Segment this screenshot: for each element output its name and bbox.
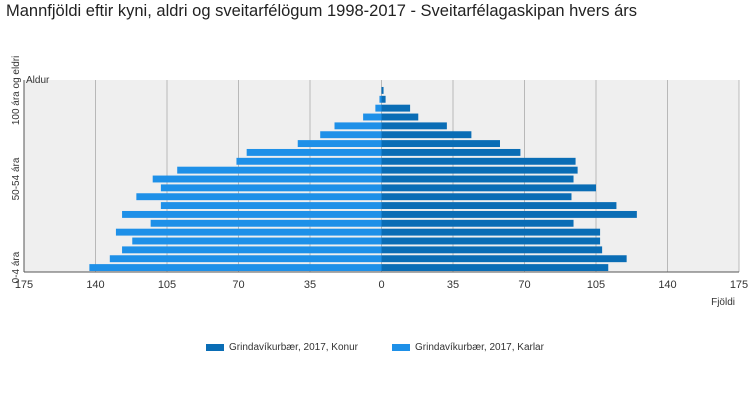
x-tick-label: 140 xyxy=(658,279,676,291)
legend-label-konur: Grindavíkurbær, 2017, Konur xyxy=(229,342,358,353)
bar-konur[interactable] xyxy=(381,166,578,174)
x-tick-label: 0 xyxy=(378,279,384,291)
bar-konur[interactable] xyxy=(381,210,637,218)
bar-konur[interactable] xyxy=(381,255,627,263)
y-axis-label: Aldur xyxy=(26,75,50,86)
bar-konur[interactable] xyxy=(381,140,500,148)
x-tick-label: 105 xyxy=(158,279,176,291)
x-tick-label: 105 xyxy=(587,279,605,291)
bar-karlar[interactable] xyxy=(160,202,382,210)
legend-swatch-karlar xyxy=(392,344,410,351)
legend-label-karlar: Grindavíkurbær, 2017, Karlar xyxy=(415,342,544,353)
x-tick-label: 35 xyxy=(304,279,316,291)
bar-konur[interactable] xyxy=(381,148,521,156)
bar-konur[interactable] xyxy=(381,95,386,103)
bar-karlar[interactable] xyxy=(363,113,382,121)
bar-karlar[interactable] xyxy=(122,210,382,218)
bar-karlar[interactable] xyxy=(246,148,382,156)
bar-konur[interactable] xyxy=(381,157,576,165)
bar-konur[interactable] xyxy=(381,246,603,254)
y-tick-label: 50-54 ára xyxy=(11,157,22,200)
bar-karlar[interactable] xyxy=(89,264,382,272)
x-axis-label: Fjöldi xyxy=(711,297,735,308)
bar-karlar[interactable] xyxy=(132,237,382,245)
bar-konur[interactable] xyxy=(381,184,597,192)
bar-karlar[interactable] xyxy=(136,193,382,201)
bar-karlar[interactable] xyxy=(150,219,382,227)
bar-konur[interactable] xyxy=(381,86,384,94)
x-tick-label: 70 xyxy=(518,279,530,291)
bar-karlar[interactable] xyxy=(320,131,382,139)
bar-karlar[interactable] xyxy=(334,122,382,130)
y-tick-label: 100 ára og eldri xyxy=(11,56,22,126)
bar-konur[interactable] xyxy=(381,193,572,201)
bar-karlar[interactable] xyxy=(109,255,382,263)
bar-karlar[interactable] xyxy=(236,157,382,165)
x-tick-label: 35 xyxy=(447,279,459,291)
y-tick-label: 0-4 ára xyxy=(11,251,22,283)
x-tick-label: 70 xyxy=(232,279,244,291)
bar-karlar[interactable] xyxy=(160,184,382,192)
bar-konur[interactable] xyxy=(381,175,574,183)
bar-konur[interactable] xyxy=(381,122,447,130)
bar-konur[interactable] xyxy=(381,104,411,112)
legend-swatch-konur xyxy=(206,344,225,351)
bar-karlar[interactable] xyxy=(122,246,382,254)
bar-karlar[interactable] xyxy=(152,175,382,183)
bar-konur[interactable] xyxy=(381,264,609,272)
bar-konur[interactable] xyxy=(381,219,574,227)
bar-karlar[interactable] xyxy=(177,166,382,174)
bar-konur[interactable] xyxy=(381,228,601,236)
bar-karlar[interactable] xyxy=(375,104,382,112)
chart-legend: Grindavíkurbær, 2017, Konur Grindavíkurb… xyxy=(0,342,750,353)
bar-konur[interactable] xyxy=(381,131,472,139)
bar-konur[interactable] xyxy=(381,113,419,121)
bar-konur[interactable] xyxy=(381,202,617,210)
bar-karlar[interactable] xyxy=(379,95,382,103)
chart-title: Mannfjöldi eftir kyni, aldri og sveitarf… xyxy=(6,2,637,20)
x-tick-label: 140 xyxy=(86,279,104,291)
legend-item-konur[interactable]: Grindavíkurbær, 2017, Konur xyxy=(206,342,358,353)
x-tick-label: 175 xyxy=(15,279,33,291)
legend-item-karlar[interactable]: Grindavíkurbær, 2017, Karlar xyxy=(392,342,544,353)
bar-karlar[interactable] xyxy=(115,228,382,236)
bar-karlar[interactable] xyxy=(297,140,382,148)
x-tick-label: 175 xyxy=(730,279,748,291)
bar-konur[interactable] xyxy=(381,237,601,245)
